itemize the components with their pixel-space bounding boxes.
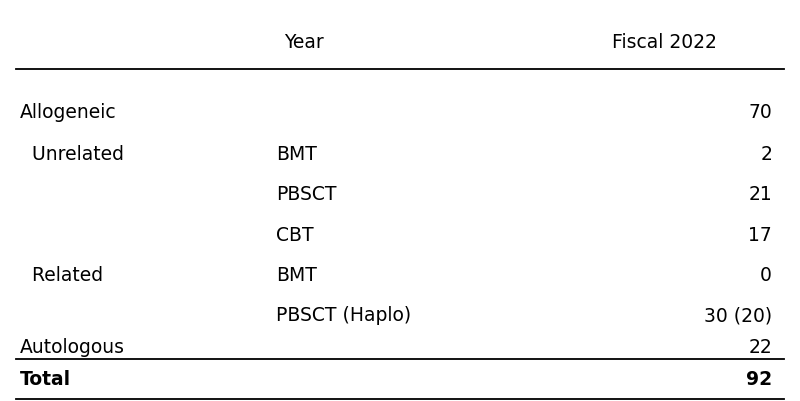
Text: Fiscal 2022: Fiscal 2022 — [611, 32, 717, 52]
Text: Total: Total — [20, 369, 71, 389]
Text: Year: Year — [284, 32, 324, 52]
Text: 21: 21 — [748, 185, 772, 204]
Text: Unrelated: Unrelated — [20, 145, 124, 164]
Text: 30 (20): 30 (20) — [704, 305, 772, 324]
Text: PBSCT (Haplo): PBSCT (Haplo) — [276, 305, 411, 324]
Text: CBT: CBT — [276, 225, 314, 244]
Text: Allogeneic: Allogeneic — [20, 103, 117, 122]
Text: 92: 92 — [746, 369, 772, 389]
Text: 2: 2 — [760, 145, 772, 164]
Text: PBSCT: PBSCT — [276, 185, 337, 204]
Text: 17: 17 — [748, 225, 772, 244]
Text: 0: 0 — [760, 265, 772, 284]
Text: 22: 22 — [748, 337, 772, 356]
Text: 70: 70 — [748, 103, 772, 122]
Text: Related: Related — [20, 265, 103, 284]
Text: Autologous: Autologous — [20, 337, 125, 356]
Text: BMT: BMT — [276, 145, 317, 164]
Text: BMT: BMT — [276, 265, 317, 284]
